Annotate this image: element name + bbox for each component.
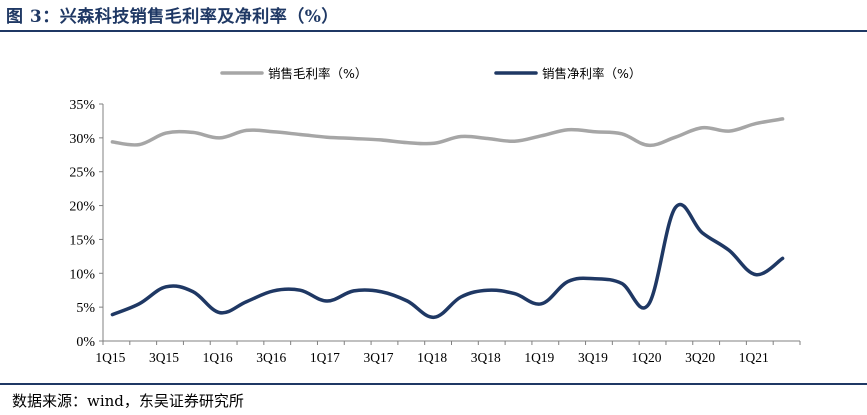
legend-item-net-margin: 销售净利率（%） — [494, 66, 641, 81]
x-tick-label: 1Q16 — [203, 350, 233, 365]
x-tick-label: 3Q19 — [578, 350, 608, 365]
x-tick-label: 3Q18 — [471, 350, 501, 365]
series-line-gross-margin — [110, 117, 785, 148]
x-axis: 1Q15 3Q15 1Q16 3Q16 1Q17 3Q17 1Q18 3Q18 1Q19 3Q19… — [95, 340, 801, 365]
figure-title: 图 3：兴森科技销售毛利率及净利率（%） — [6, 7, 339, 27]
title-rule — [0, 30, 867, 32]
x-tick-label: 1Q15 — [95, 350, 125, 365]
x-tick-label: 1Q21 — [739, 350, 769, 365]
x-tick-label: 3Q20 — [685, 350, 715, 365]
y-axis: 0% 5% 10% 15% 20% 25% 30% 35% — [69, 98, 104, 350]
legend-label: 销售净利率（%） — [542, 66, 641, 81]
series-line-net-margin — [110, 202, 785, 320]
y-tick-label: 25% — [69, 166, 95, 181]
source-rule — [0, 383, 867, 385]
y-tick-label: 15% — [69, 233, 95, 248]
x-tick-label: 1Q20 — [632, 350, 662, 365]
y-tick-label: 10% — [69, 267, 95, 282]
y-tick-label: 30% — [69, 132, 95, 147]
y-tick-label: 20% — [69, 200, 95, 215]
legend: 销售毛利率（%） 销售净利率（%） — [220, 66, 641, 81]
x-tick-label: 3Q17 — [363, 350, 393, 365]
source-note: 数据来源：wind，东吴证券研究所 — [12, 392, 244, 410]
x-tick-label: 3Q15 — [149, 350, 179, 365]
legend-item-gross-margin: 销售毛利率（%） — [220, 66, 367, 81]
legend-label: 销售毛利率（%） — [268, 66, 367, 81]
x-tick-label: 3Q16 — [256, 350, 286, 365]
x-tick-label: 1Q18 — [417, 350, 447, 365]
x-tick-label: 1Q17 — [310, 350, 340, 365]
y-tick-label: 35% — [69, 98, 95, 113]
series-lines — [110, 117, 785, 320]
y-tick-label: 0% — [76, 335, 95, 350]
y-tick-label: 5% — [76, 301, 95, 316]
x-tick-label: 1Q19 — [524, 350, 554, 365]
